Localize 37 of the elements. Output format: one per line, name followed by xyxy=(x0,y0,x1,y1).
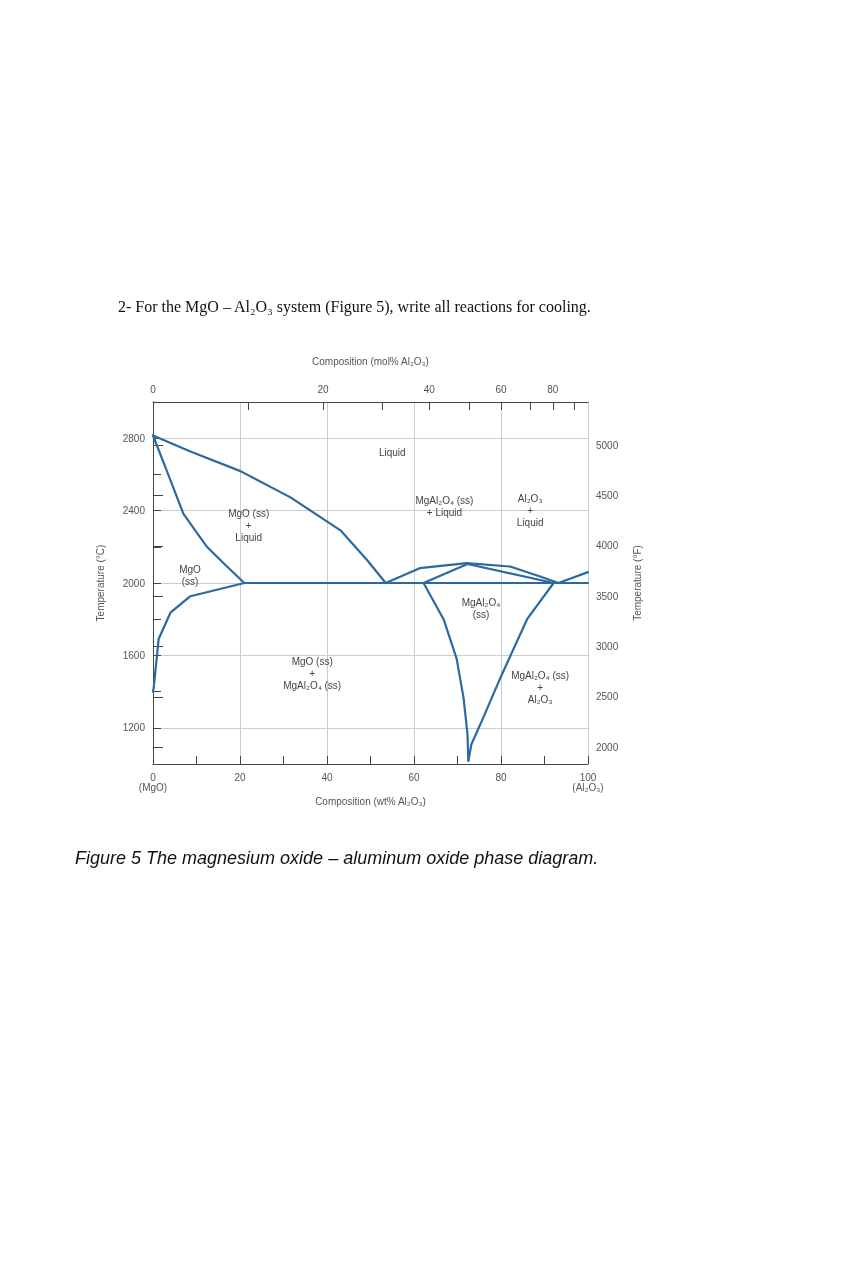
caption: Figure 5 The magnesium oxide – aluminum oxide phase diagram. xyxy=(75,848,599,869)
annotation: MgO (ss) + Liquid xyxy=(228,507,270,543)
text: 80 xyxy=(547,383,559,395)
x-tick-label: 100 (Al₂O₃) xyxy=(572,771,604,793)
annotation: MgAl₂O₄ (ss) + Al₂O₃ xyxy=(511,670,570,706)
y-tick-label: 1200 xyxy=(122,722,146,734)
x-tick-label: 0 (MgO) xyxy=(138,771,168,793)
y2-tick-label: 3000 xyxy=(596,641,619,653)
chart-title: 2- For the MgO – Al₂O₃ system (Figure 5), write all reactions for cooling. xyxy=(118,298,591,316)
y2-tick-label: 3500 xyxy=(596,590,619,602)
y2-tick-label: 4500 xyxy=(596,490,619,502)
text: 20 xyxy=(317,383,330,395)
x-tick-label: 60 xyxy=(408,771,420,783)
y2-tick-label: 2500 xyxy=(596,691,619,703)
y2-tick-label: 2000 xyxy=(596,741,619,753)
annotation: MgAl₂O₄ (ss) + Liquid xyxy=(415,495,474,519)
text: 40 xyxy=(423,383,436,395)
annotation: MgO (ss) + MgAl₂O₄ (ss) xyxy=(283,656,342,691)
y2-axis-title: Temperature (°F) xyxy=(631,545,643,621)
text: 60 xyxy=(495,383,507,395)
annotation: MgAl₂O₄ (ss) xyxy=(461,596,501,620)
y2-tick-label: 4000 xyxy=(596,540,619,552)
annotation: MgO (ss) xyxy=(179,564,202,588)
x2-axis-title: Composition (mol% Al₂O₃) xyxy=(312,355,429,367)
x-axis-title: Composition (wt% Al₂O₃) xyxy=(315,796,426,808)
x-tick-label: 80 xyxy=(495,771,507,783)
y-tick-label: 2000 xyxy=(122,577,146,589)
y2-tick-label: 5000 xyxy=(596,439,619,451)
annotation: Al₂O₃ + Liquid xyxy=(516,493,544,529)
y-tick-label: 1600 xyxy=(122,649,146,661)
y-axis-title: Temperature (°C) xyxy=(94,544,106,622)
y-tick-label: 2400 xyxy=(122,505,146,517)
text: 0 xyxy=(150,383,157,395)
x-tick-label: 40 xyxy=(321,771,333,783)
x-tick-label: 20 xyxy=(234,771,246,783)
annotation: Liquid xyxy=(378,447,406,459)
y-tick-label: 2800 xyxy=(122,432,146,444)
